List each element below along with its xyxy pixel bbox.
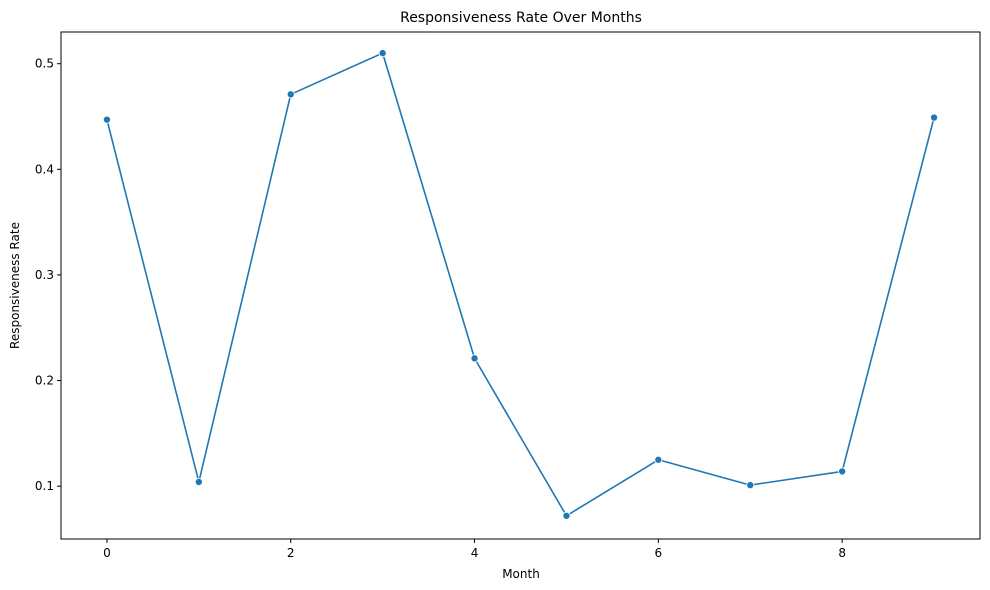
data-point: [562, 511, 571, 520]
data-point: [102, 115, 111, 124]
y-tick-label: 0.5: [35, 57, 54, 71]
x-axis: 0 2 4 6 8: [103, 539, 846, 560]
series-layer: [102, 49, 939, 520]
data-point: [286, 90, 295, 99]
plot-area-frame: [60, 31, 981, 540]
series-line: [106, 52, 935, 517]
y-tick-label: 0.2: [35, 374, 54, 388]
y-axis-label: Responsiveness Rate: [8, 222, 22, 349]
data-point: [654, 455, 663, 464]
y-axis: 0.1 0.2 0.3 0.4 0.5: [35, 57, 61, 493]
data-point: [838, 467, 847, 476]
x-tick-label: 6: [655, 546, 663, 560]
chart-title: Responsiveness Rate Over Months: [400, 10, 642, 26]
y-tick-label: 0.1: [35, 479, 54, 493]
x-tick-label: 8: [838, 546, 846, 560]
y-tick-label: 0.4: [35, 162, 54, 176]
x-tick-label: 2: [287, 546, 295, 560]
data-point: [194, 477, 203, 486]
x-tick-label: 0: [103, 546, 111, 560]
x-tick-label: 4: [471, 546, 479, 560]
y-tick-label: 0.3: [35, 268, 54, 282]
data-point: [470, 354, 479, 363]
data-point: [930, 113, 939, 122]
data-point: [378, 49, 387, 58]
x-axis-label: Month: [502, 567, 540, 581]
data-point: [746, 481, 755, 490]
